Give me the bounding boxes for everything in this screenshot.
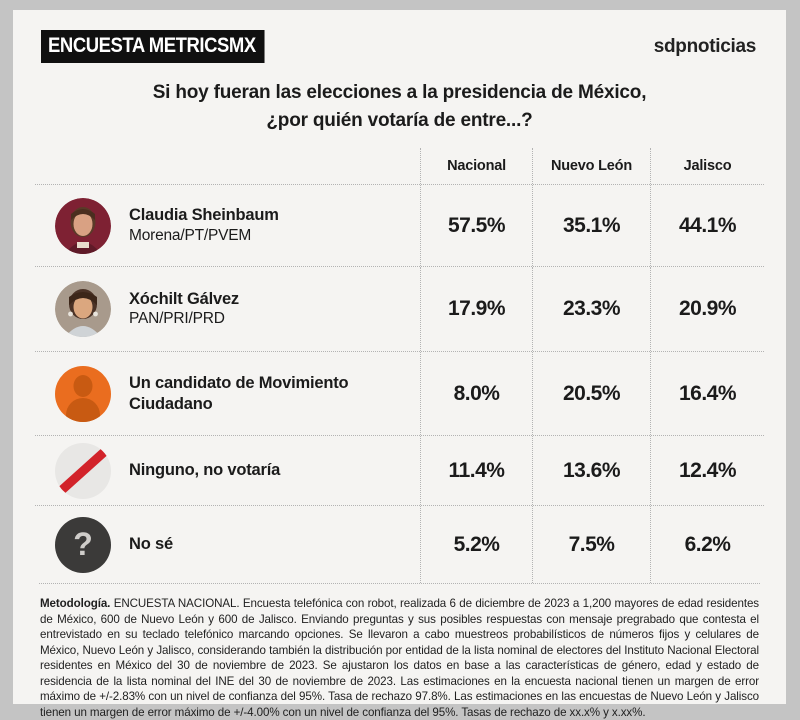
candidate-label-cell: Ninguno, no votaría: [35, 436, 420, 505]
candidate-party: Morena/PT/PVEM: [129, 226, 252, 244]
poll-card: ENCUESTA METRICSMX sdpnoticias Si hoy fu…: [13, 10, 786, 719]
value-jalisco: 16.4%: [650, 352, 764, 436]
candidate-name: Xóchilt Gálvez: [129, 289, 239, 308]
candidate-text: Un candidato de Movimiento Ciudadano: [129, 373, 364, 414]
value-jalisco: 12.4%: [650, 436, 764, 506]
value-jalisco: 44.1%: [650, 185, 764, 267]
encuesta-metricsmx-badge: ENCUESTA METRICSMX: [41, 30, 265, 63]
table-row: Xóchilt Gálvez PAN/PRI/PRD 17.9% 23.3% 2…: [35, 266, 764, 352]
poll-question-line2: ¿por quién votaría de entre...?: [266, 109, 533, 131]
candidate-name: Claudia Sheinbaum: [129, 206, 279, 225]
methodology-label: Metodología.: [40, 597, 111, 611]
poll-results-table: Nacional Nuevo León Jalisco: [35, 148, 764, 584]
no-vote-slash-icon: [55, 442, 111, 499]
column-header-nacional: Nacional: [420, 148, 532, 185]
poll-question-title: Si hoy fueran las elecciones a la presid…: [13, 79, 786, 134]
value-nuevo-leon: 7.5%: [532, 506, 650, 584]
candidate-text: No sé: [129, 534, 173, 555]
value-nuevo-leon: 23.3%: [532, 267, 650, 352]
value-jalisco: 6.2%: [650, 506, 764, 584]
candidate-text: Claudia Sheinbaum Morena/PT/PVEM: [129, 205, 279, 246]
value-nacional: 8.0%: [420, 352, 532, 436]
question-mark-glyph: ?: [73, 525, 93, 562]
person-body-shape: [66, 397, 100, 422]
table-header-row: Nacional Nuevo León Jalisco: [35, 148, 764, 185]
value-nuevo-leon: 13.6%: [532, 436, 650, 506]
value-jalisco: 20.9%: [650, 267, 764, 352]
claudia-sheinbaum-photo: [55, 197, 111, 254]
value-nacional: 5.2%: [420, 506, 532, 584]
poll-question-line1: Si hoy fueran las elecciones a la presid…: [152, 82, 647, 103]
question-mark-icon: ?: [55, 516, 111, 573]
table-row: Claudia Sheinbaum Morena/PT/PVEM 57.5% 3…: [35, 184, 764, 267]
candidate-name: Un candidato de Movimiento Ciudadano: [129, 373, 349, 413]
value-nuevo-leon: 35.1%: [532, 185, 650, 267]
candidate-text: Xóchilt Gálvez PAN/PRI/PRD: [129, 289, 239, 330]
value-nacional: 17.9%: [420, 267, 532, 352]
value-nacional: 57.5%: [420, 185, 532, 267]
table-row: Un candidato de Movimiento Ciudadano 8.0…: [35, 351, 764, 436]
candidate-name: Ninguno, no votaría: [129, 461, 281, 480]
person-silhouette-icon: [55, 365, 111, 422]
methodology-text: Metodología. ENCUESTA NACIONAL. Encuesta…: [40, 596, 759, 720]
candidate-label-cell: Un candidato de Movimiento Ciudadano: [35, 352, 420, 435]
red-slash-shape: [56, 446, 110, 495]
person-head-shape: [73, 374, 93, 397]
table-row: Ninguno, no votaría 11.4% 13.6% 12.4%: [35, 435, 764, 506]
column-header-jalisco: Jalisco: [650, 148, 764, 185]
methodology-divider: [39, 583, 760, 585]
candidate-name: No sé: [129, 535, 173, 554]
table-row: ? No sé 5.2% 7.5% 6.2%: [35, 505, 764, 584]
value-nuevo-leon: 20.5%: [532, 352, 650, 436]
xochilt-galvez-photo: [55, 281, 111, 338]
header-bar: ENCUESTA METRICSMX sdpnoticias: [13, 10, 786, 63]
value-nacional: 11.4%: [420, 436, 532, 506]
candidate-label-cell: Xóchilt Gálvez PAN/PRI/PRD: [35, 267, 420, 351]
candidate-label-cell: Claudia Sheinbaum Morena/PT/PVEM: [35, 185, 420, 266]
column-header-nuevo-leon: Nuevo León: [532, 148, 650, 185]
sdpnoticias-logo: sdpnoticias: [653, 36, 757, 57]
candidate-party: PAN/PRI/PRD: [129, 310, 225, 328]
methodology-body: ENCUESTA NACIONAL. Encuesta telefónica c…: [40, 597, 759, 719]
candidate-label-cell: ? No sé: [35, 506, 420, 583]
candidate-text: Ninguno, no votaría: [129, 460, 280, 481]
